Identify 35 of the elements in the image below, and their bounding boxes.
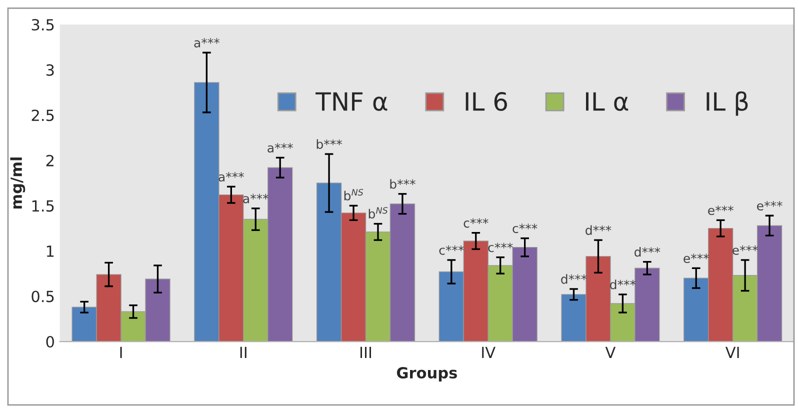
data-label: b$^{NS}$: [344, 188, 364, 200]
x-axis-title: Groups: [396, 366, 457, 382]
data-label: c***: [488, 242, 513, 252]
y-tick-label: 0.5: [32, 290, 54, 302]
data-label: c***: [464, 218, 488, 228]
data-label: d***: [634, 247, 660, 257]
x-tick-label: VI: [725, 346, 739, 358]
data-label: d***: [586, 225, 612, 235]
x-tick-label: I: [120, 346, 122, 358]
y-tick-label: 2: [46, 154, 54, 166]
legend-label: IL β: [706, 91, 748, 116]
data-label: c***: [512, 224, 538, 234]
x-tick-label: IV: [482, 346, 496, 358]
legend-label: IL 6: [466, 92, 507, 111]
data-label: b$^{NS}$: [368, 207, 388, 219]
data-label: a***: [218, 172, 244, 182]
data-label: e***: [708, 206, 734, 216]
data-label: a***: [194, 38, 220, 48]
y-tick-label: 0: [46, 336, 54, 348]
legend-label: TNF α: [316, 92, 388, 111]
data-label: a***: [268, 143, 293, 153]
y-tick-label: 3: [46, 64, 54, 76]
legend-label: IL α: [586, 92, 628, 111]
data-label: b***: [316, 139, 342, 149]
x-tick-label: III: [360, 346, 372, 358]
x-tick-label: II: [240, 346, 246, 358]
y-tick-label: 1.5: [32, 200, 54, 212]
y-tick-label: 1: [46, 246, 54, 257]
y-axis-title: mg/ml: [10, 158, 26, 209]
y-tick-label: 2.5: [32, 110, 54, 122]
data-label: c***: [439, 245, 464, 255]
data-label: e***: [757, 201, 782, 210]
x-tick-label: V: [605, 346, 616, 358]
y-tick-label: 3.5: [32, 19, 54, 31]
data-label: b***: [390, 179, 416, 189]
